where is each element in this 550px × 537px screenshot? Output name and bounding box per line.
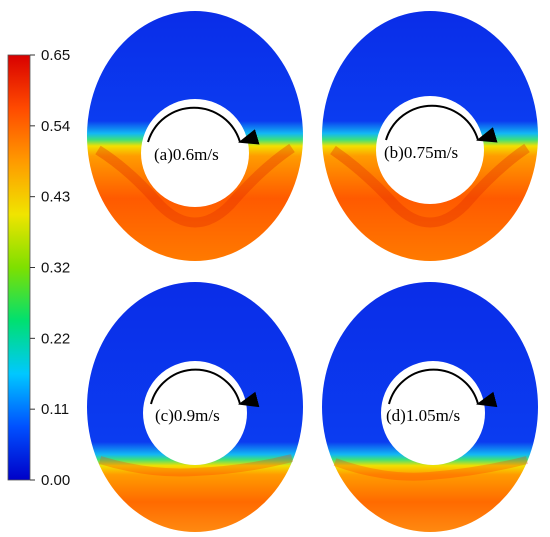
colorbar-tick-label: 0.43 — [41, 189, 70, 206]
colorbar-tick-label: 0.00 — [41, 472, 70, 489]
panel-c: (c)0.9m/s — [87, 282, 303, 532]
interface-texture-c — [98, 454, 293, 477]
colorbar-tick-label: 0.22 — [41, 330, 70, 347]
interface-texture-b — [330, 143, 530, 228]
colorbar: 0.65 0.54 0.43 0.32 0.22 0.11 0.00 — [7, 47, 70, 489]
inner-cylinder-c — [143, 361, 247, 465]
interface-texture-a — [95, 143, 295, 228]
colorbar-tick-label: 0.65 — [41, 47, 70, 64]
panel-label-a: (a)0.6m/s — [154, 145, 219, 164]
panel-a: (a)0.6m/s — [87, 11, 303, 261]
panel-label-c: (c)0.9m/s — [155, 406, 220, 425]
colorbar-ticks: 0.65 0.54 0.43 0.32 0.22 0.11 0.00 — [30, 47, 70, 489]
colorbar-gradient — [7, 54, 31, 481]
rotation-arrow-b — [385, 104, 498, 143]
panel-label-d: (d)1.05m/s — [386, 406, 460, 425]
colorbar-tick-label: 0.32 — [41, 260, 70, 277]
interface-texture-d — [333, 456, 528, 481]
inner-cylinder-a — [141, 99, 249, 207]
rotation-arrow-c — [150, 368, 260, 408]
panel-label-b: (b)0.75m/s — [384, 143, 458, 162]
rotation-arrow-a — [147, 106, 260, 145]
colorbar-tick-label: 0.11 — [41, 401, 69, 418]
rotation-arrow-d — [388, 368, 498, 408]
inner-cylinder-b — [376, 96, 484, 204]
panel-d: (d)1.05m/s — [322, 282, 538, 532]
inner-cylinder-d — [381, 361, 485, 465]
panel-b: (b)0.75m/s — [322, 11, 538, 261]
colorbar-tick-label: 0.54 — [41, 118, 70, 135]
